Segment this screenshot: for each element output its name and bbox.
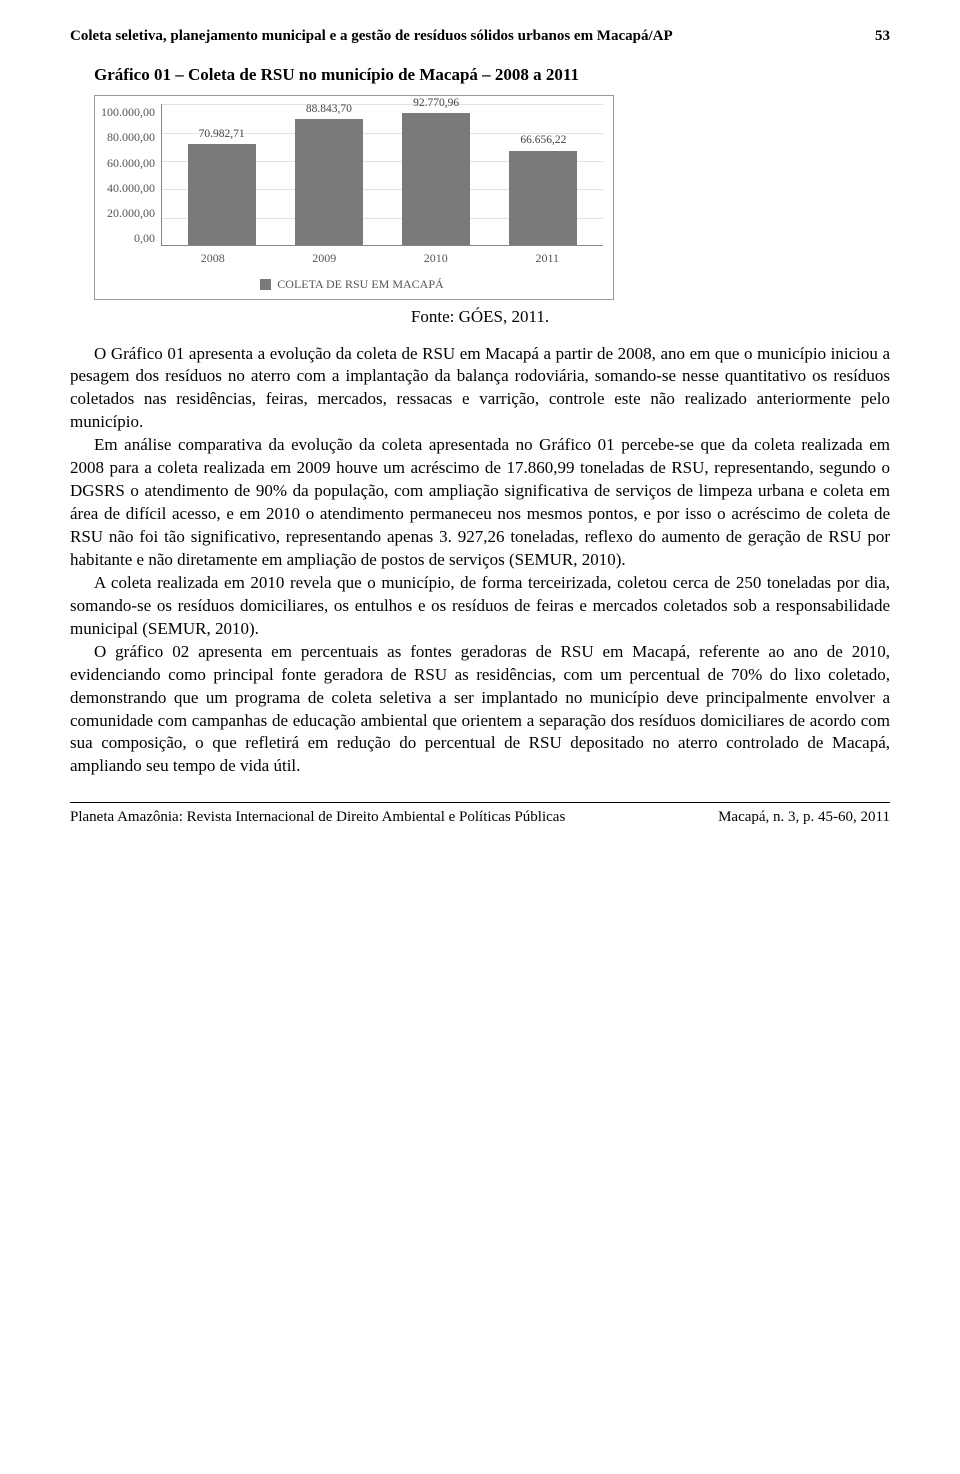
bar-value-label: 66.656,22 (520, 133, 566, 149)
bar (295, 119, 363, 245)
bar-group: 66.656,22 (509, 133, 577, 245)
body-paragraph: Em análise comparativa da evolução da co… (70, 434, 890, 572)
chart-caption: Gráfico 01 – Coleta de RSU no município … (70, 64, 890, 87)
y-axis: 100.000,00 80.000,00 60.000,00 40.000,00 20.… (101, 104, 161, 246)
bar (509, 151, 577, 246)
bar-group: 70.982,71 (188, 127, 256, 245)
y-tick-label: 80.000,00 (107, 129, 155, 145)
footer-issue: 3 (788, 809, 796, 825)
x-tick-label: 2010 (402, 250, 470, 266)
bar (188, 144, 256, 245)
y-tick-label: 20.000,00 (107, 205, 155, 221)
footer-citation: Macapá, n. 3, p. 45-60, 2011 (718, 807, 890, 827)
body-text: O Gráfico 01 apresenta a evolução da col… (70, 343, 890, 779)
header-page-number: 53 (875, 26, 890, 46)
running-header: Coleta seletiva, planejamento municipal … (70, 26, 890, 46)
y-tick-label: 100.000,00 (101, 104, 155, 120)
bar-value-label: 88.843,70 (306, 102, 352, 118)
body-paragraph: A coleta realizada em 2010 revela que o … (70, 572, 890, 641)
footer-suffix: , p. 45-60, 2011 (796, 809, 890, 825)
header-title: Coleta seletiva, planejamento municipal … (70, 26, 673, 46)
bar-value-label: 92.770,96 (413, 96, 459, 112)
bar-chart: 100.000,00 80.000,00 60.000,00 40.000,00 20.… (94, 95, 614, 299)
footer-journal: Planeta Amazônia: Revista Internacional … (70, 807, 565, 827)
y-tick-label: 40.000,00 (107, 180, 155, 196)
running-footer: Planeta Amazônia: Revista Internacional … (70, 802, 890, 827)
chart-source: Fonte: GÓES, 2011. (70, 306, 890, 329)
body-paragraph: O Gráfico 01 apresenta a evolução da col… (70, 343, 890, 435)
legend-swatch (260, 279, 271, 290)
chart-plot: 100.000,00 80.000,00 60.000,00 40.000,00 20.… (101, 104, 603, 246)
x-tick-label: 2009 (290, 250, 358, 266)
y-tick-label: 60.000,00 (107, 155, 155, 171)
x-tick-label: 2008 (179, 250, 247, 266)
body-paragraph: O gráfico 02 apresenta em percentuais as… (70, 641, 890, 779)
gridline (162, 104, 603, 105)
x-axis: 2008 2009 2010 2011 (157, 246, 603, 266)
bar-group: 88.843,70 (295, 102, 363, 246)
footer-prefix: Macapá, n. (718, 809, 788, 825)
bar-group: 92.770,96 (402, 96, 470, 245)
chart-legend: COLETA DE RSU EM MACAPÁ (101, 276, 603, 292)
bar (402, 113, 470, 245)
bar-value-label: 70.982,71 (199, 127, 245, 143)
y-tick-label: 0,00 (134, 230, 155, 246)
x-tick-label: 2011 (513, 250, 581, 266)
plot-area: 70.982,7188.843,7092.770,9666.656,22 (161, 104, 603, 246)
legend-label: COLETA DE RSU EM MACAPÁ (277, 276, 443, 292)
